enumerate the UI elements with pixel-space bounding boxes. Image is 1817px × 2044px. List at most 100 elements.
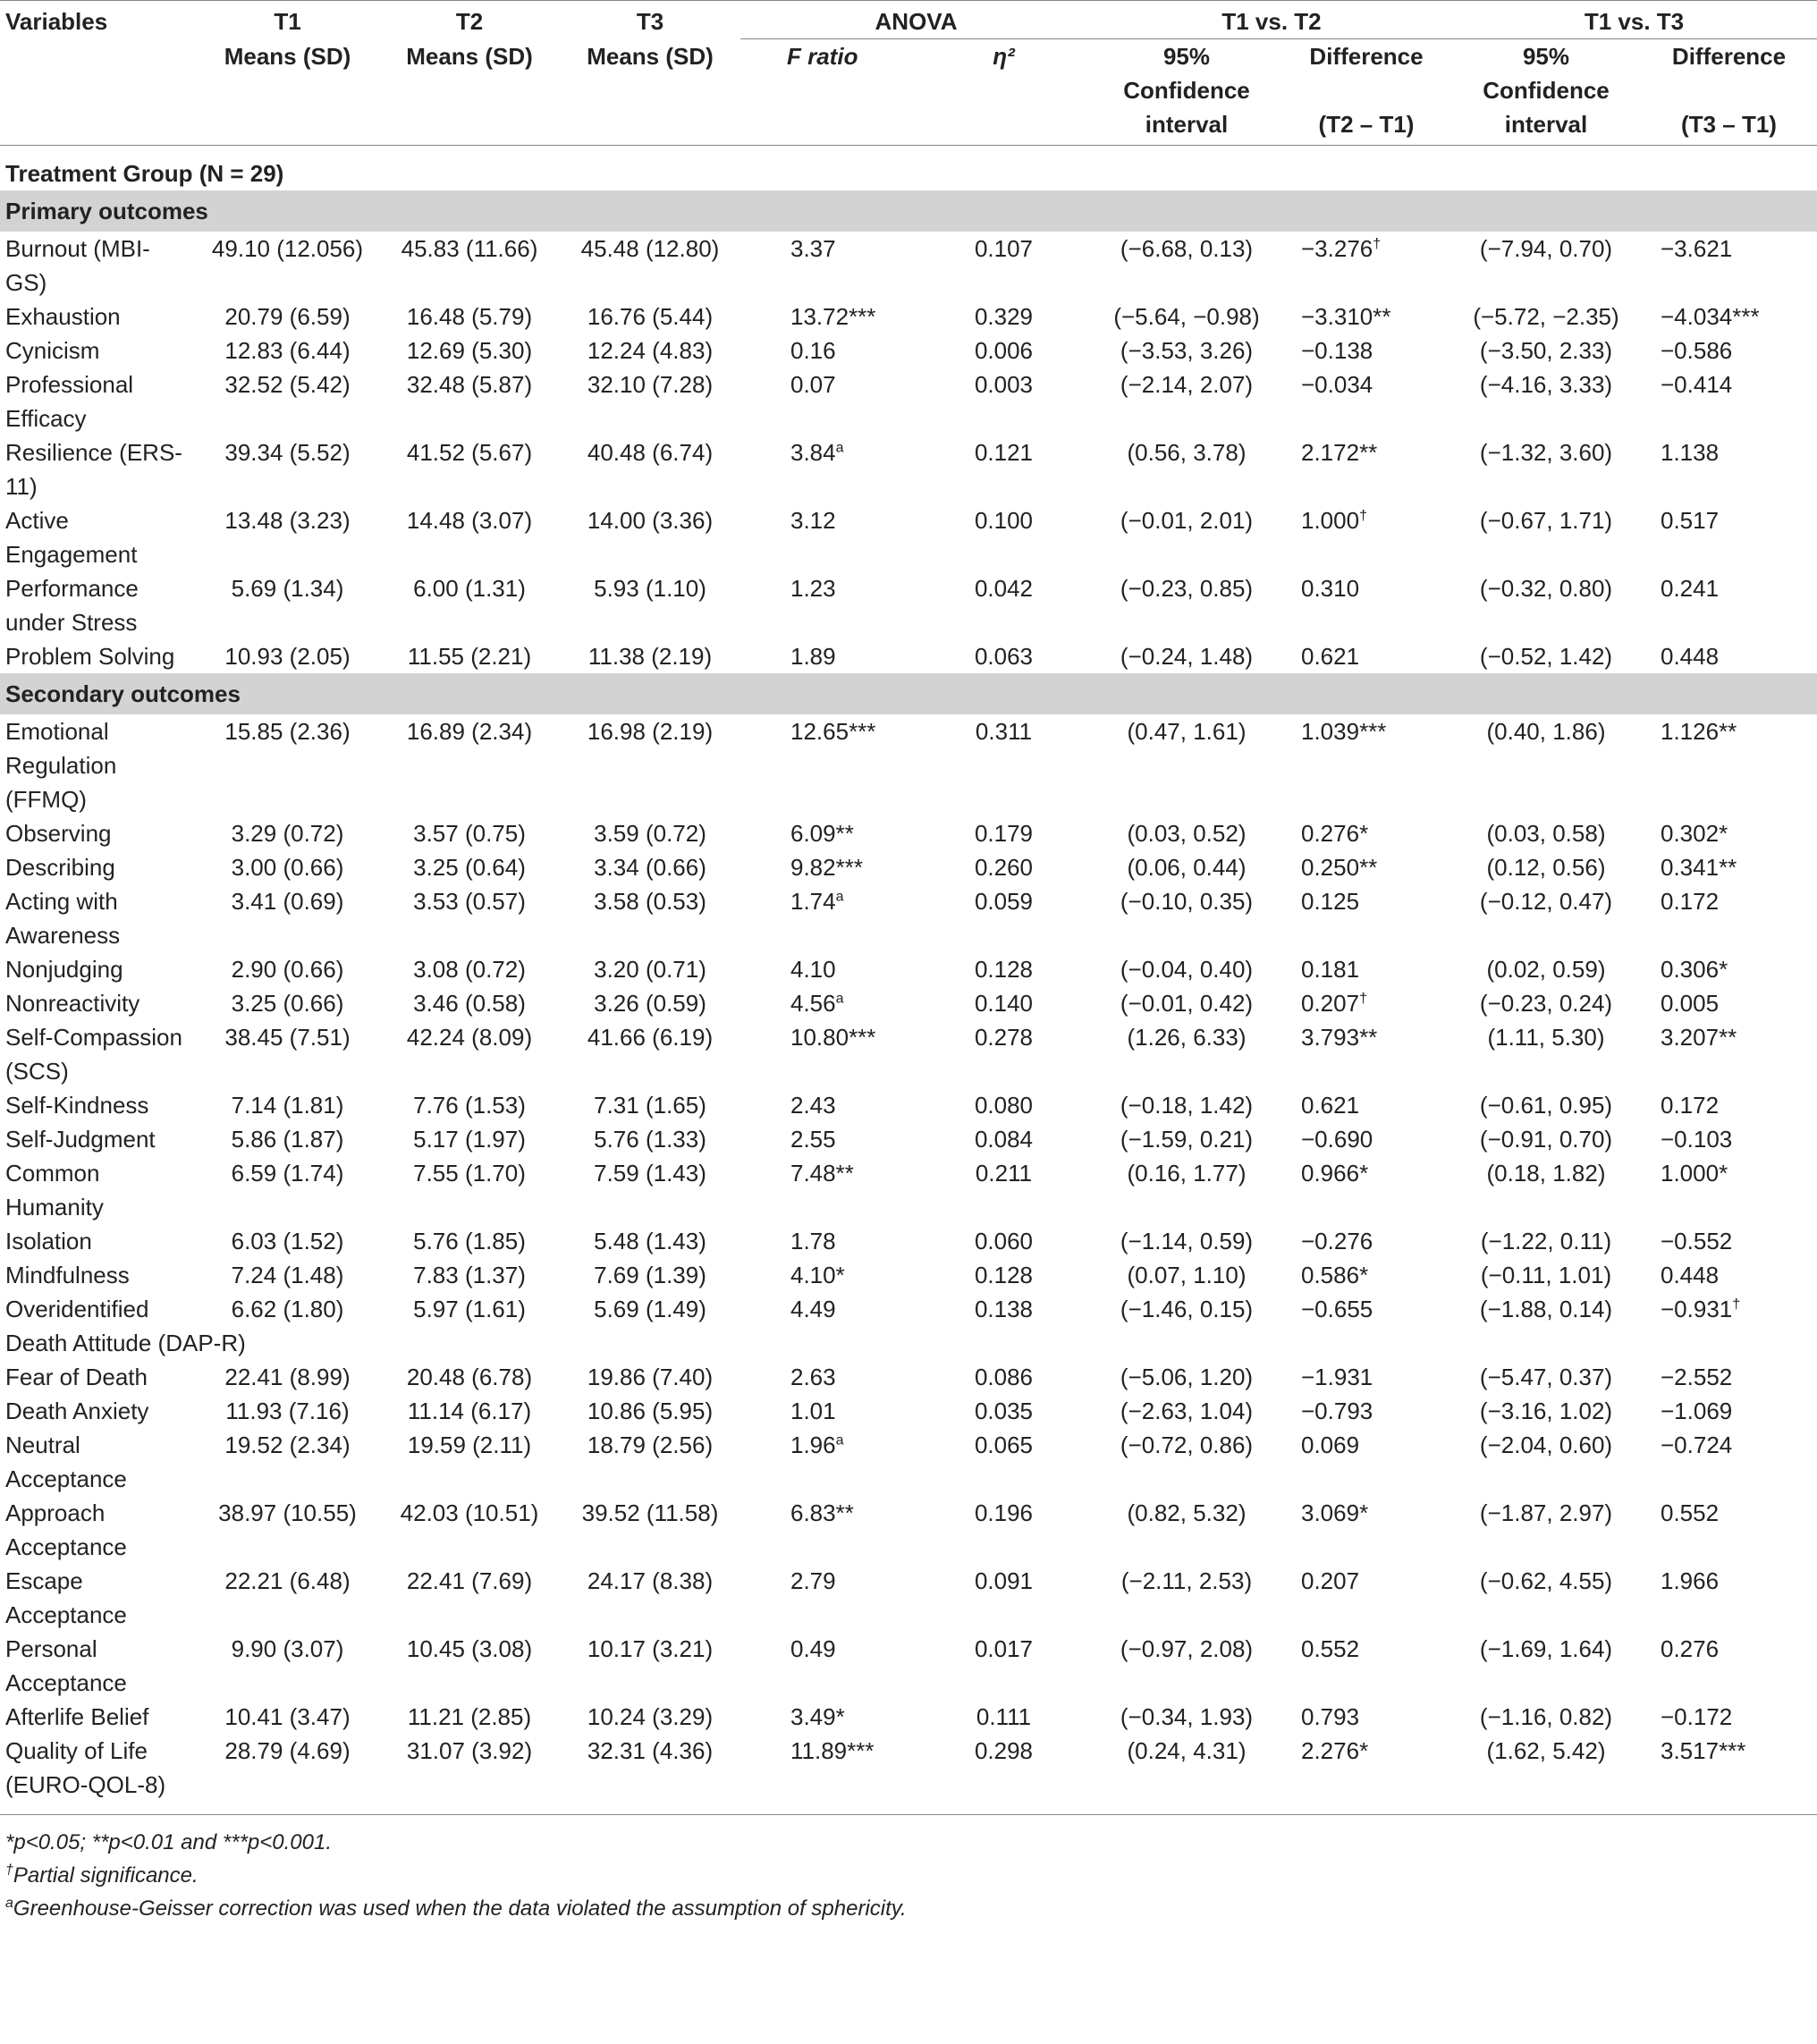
data-cell: 3.08 (0.72) xyxy=(413,956,526,983)
data-cell: 3.12 xyxy=(790,507,836,534)
data-row: Performance under Stress 5.69 (1.34) 6.00 … xyxy=(0,571,1817,639)
data-cell: (−1.14, 0.59) xyxy=(1120,1228,1254,1254)
data-cell: −0.793 xyxy=(1301,1398,1373,1424)
column-subheader: interval xyxy=(1451,107,1641,146)
data-cell: (1.11, 5.30) xyxy=(1487,1024,1605,1051)
table-body: Treatment Group (N = 29) Primary outcomes… xyxy=(0,146,1817,1803)
data-cell: 10.80*** xyxy=(790,1024,876,1051)
data-row: Acting with Awareness 3.41 (0.69) 3.53 (0.… xyxy=(0,884,1817,952)
data-cell: 14.48 (3.07) xyxy=(406,507,533,534)
data-cell: (1.26, 6.33) xyxy=(1127,1024,1247,1051)
data-cell: 7.14 (1.81) xyxy=(231,1092,344,1119)
data-cell: 0.084 xyxy=(974,1126,1034,1153)
column-subheader: (T3 – T1) xyxy=(1641,107,1817,146)
data-cell: 0.060 xyxy=(974,1228,1034,1254)
superscript: † xyxy=(1732,1297,1741,1313)
column-subheader: η² xyxy=(993,43,1015,70)
data-cell: 0.310 xyxy=(1301,575,1360,602)
data-cell: −1.069 xyxy=(1661,1398,1733,1424)
data-cell: 3.53 (0.57) xyxy=(413,888,526,915)
data-cell: 7.83 (1.37) xyxy=(413,1262,526,1288)
data-cell: 1.000† xyxy=(1281,503,1451,571)
data-cell: 3.37 xyxy=(790,235,836,262)
data-cell: (−1.22, 0.11) xyxy=(1480,1228,1612,1254)
data-cell: 5.69 (1.49) xyxy=(594,1296,706,1322)
data-cell: 0.276* xyxy=(1301,820,1369,847)
variable-name: Resilience (ERS-11) xyxy=(5,439,182,500)
data-cell: 0.080 xyxy=(974,1092,1034,1119)
data-cell: 3.069* xyxy=(1301,1499,1369,1526)
data-cell: (−0.61, 0.95) xyxy=(1479,1092,1613,1119)
data-cell: (0.82, 5.32) xyxy=(1127,1499,1247,1526)
data-row: Burnout (MBI-GS) 49.10 (12.056) 45.83 (11.… xyxy=(0,232,1817,300)
variable-name: Acting with Awareness xyxy=(5,888,121,949)
data-cell: 16.89 (2.34) xyxy=(406,718,533,745)
data-cell: 3.207** xyxy=(1661,1024,1737,1051)
variable-name: Personal Acceptance xyxy=(5,1635,127,1696)
data-cell: 5.69 (1.34) xyxy=(231,575,344,602)
data-cell: 3.59 (0.72) xyxy=(594,820,706,847)
variable-name: Cynicism xyxy=(5,337,100,364)
data-cell: 20.48 (6.78) xyxy=(406,1364,533,1390)
data-cell: 0.306* xyxy=(1661,956,1728,983)
data-cell: −3.621 xyxy=(1661,235,1733,262)
data-cell: 0.063 xyxy=(974,643,1034,670)
data-cell: (−1.88, 0.14) xyxy=(1479,1296,1613,1322)
data-cell: 5.86 (1.87) xyxy=(231,1126,344,1153)
column-subheader: Difference xyxy=(1671,43,1787,70)
data-cell: 20.79 (6.59) xyxy=(224,303,351,330)
superscript: † xyxy=(5,1862,13,1878)
data-cell: 0.059 xyxy=(974,888,1034,915)
data-cell: 3.29 (0.72) xyxy=(231,820,344,847)
header-row: Means (SD) Means (SD) Means (SD) F ratio η² 9… xyxy=(0,39,1817,108)
data-cell: (−0.52, 1.42) xyxy=(1479,643,1613,670)
data-cell: (0.47, 1.61) xyxy=(1127,718,1247,745)
data-cell: 16.76 (5.44) xyxy=(587,303,714,330)
cell-text: 4.56 xyxy=(790,990,836,1017)
data-cell: 7.69 (1.39) xyxy=(594,1262,706,1288)
data-row: Escape Acceptance 22.21 (6.48) 22.41 (7.69… xyxy=(0,1564,1817,1632)
data-cell: (0.12, 0.56) xyxy=(1486,854,1606,881)
variable-name: Nonjudging xyxy=(5,956,123,983)
data-cell: 41.52 (5.67) xyxy=(406,439,533,466)
data-cell: 1.966 xyxy=(1661,1567,1720,1594)
data-cell: 0.311 xyxy=(975,718,1033,745)
data-cell: 0.552 xyxy=(1301,1635,1360,1662)
group-label: Treatment Group (N = 29) xyxy=(5,160,284,187)
data-cell: (0.18, 1.82) xyxy=(1486,1160,1606,1187)
data-cell: (−0.32, 0.80) xyxy=(1479,575,1613,602)
cell-text: 1.74 xyxy=(790,888,836,915)
data-cell: 3.517*** xyxy=(1661,1737,1746,1764)
data-row: Nonjudging 2.90 (0.66) 3.08 (0.72) 3.20 (0.… xyxy=(0,952,1817,986)
data-cell: (−0.97, 2.08) xyxy=(1120,1635,1254,1662)
superscript: a xyxy=(835,889,844,905)
variable-name: Neutral Acceptance xyxy=(5,1432,127,1492)
data-cell: (−0.91, 0.70) xyxy=(1479,1126,1613,1153)
data-cell: −0.138 xyxy=(1301,337,1373,364)
data-cell: 2.55 xyxy=(790,1126,836,1153)
footnotes: *p<0.05; **p<0.01 and ***p<0.001. †Partia… xyxy=(0,1814,1817,1925)
data-cell: 0.448 xyxy=(1661,643,1720,670)
variable-name: Observing xyxy=(5,820,112,847)
column-subheader: Difference xyxy=(1309,43,1424,70)
data-cell: (0.03, 0.52) xyxy=(1127,820,1247,847)
data-cell: 18.79 (2.56) xyxy=(587,1432,714,1458)
data-cell: (0.07, 1.10) xyxy=(1127,1262,1247,1288)
column-header: T2 xyxy=(379,0,560,39)
data-cell: 0.329 xyxy=(974,303,1034,330)
data-row: Emotional Regulation (FFMQ) 15.85 (2.36) 1… xyxy=(0,714,1817,816)
data-cell: (0.02, 0.59) xyxy=(1486,956,1606,983)
data-cell: 4.49 xyxy=(790,1296,836,1322)
data-cell: (−0.10, 0.35) xyxy=(1120,888,1254,915)
data-cell: 0.260 xyxy=(974,854,1034,881)
data-cell: 3.49* xyxy=(790,1703,845,1730)
column-header: T1 vs. T3 xyxy=(1451,0,1817,39)
column-header: T1 vs. T2 xyxy=(1092,0,1451,39)
data-row: Describing 3.00 (0.66) 3.25 (0.64) 3.34 (0.… xyxy=(0,850,1817,884)
data-cell: 0.341** xyxy=(1661,854,1737,881)
data-cell: 2.63 xyxy=(790,1364,836,1390)
data-cell: 0.211 xyxy=(975,1160,1033,1187)
data-cell: (−5.47, 0.37) xyxy=(1479,1364,1613,1390)
cell-text: −3.276 xyxy=(1301,235,1373,262)
data-cell: (−7.94, 0.70) xyxy=(1479,235,1613,262)
